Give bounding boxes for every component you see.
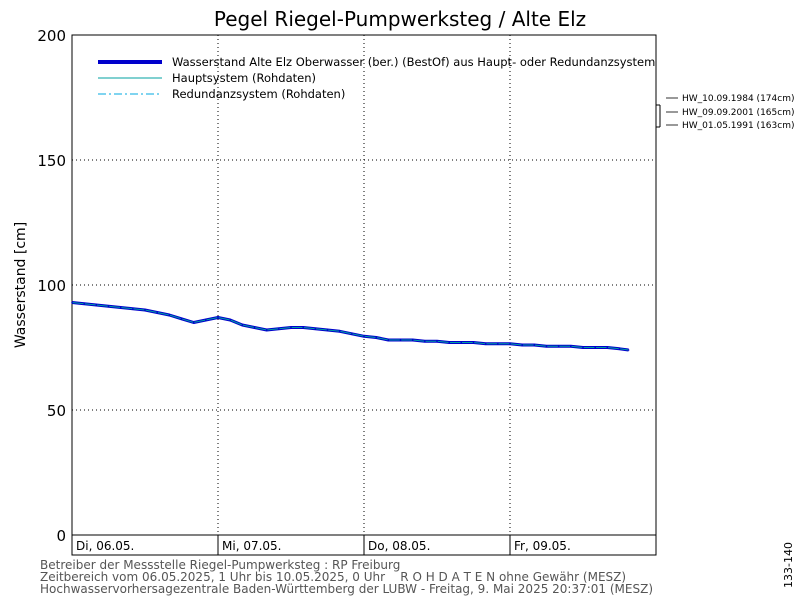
x-axis: Di, 06.05. Mi, 07.05. Do, 08.05. Fr, 09.05. — [76, 535, 571, 555]
data-point — [351, 333, 353, 335]
data-point — [278, 328, 280, 330]
data-point — [241, 324, 244, 326]
data-point — [192, 321, 195, 324]
legend: Wasserstand Alte Elz Oberwasser (ber.) (… — [98, 55, 655, 101]
data-point — [448, 341, 451, 344]
data-point — [83, 303, 85, 305]
data-point — [144, 309, 146, 311]
data-point — [484, 343, 487, 345]
data-point — [509, 343, 511, 345]
data-point — [570, 345, 572, 348]
data-point — [290, 326, 292, 329]
data-point — [436, 340, 438, 343]
data-point — [472, 341, 475, 344]
data-point — [71, 301, 73, 304]
data-point — [338, 330, 341, 333]
data-point — [363, 335, 365, 338]
legend-label-0: Wasserstand Alte Elz Oberwasser (ber.) (… — [172, 55, 655, 69]
data-point — [132, 308, 134, 310]
data-point — [545, 345, 548, 348]
hist-label-2: HW_01.05.1991 (163cm) — [682, 121, 794, 131]
series-group — [71, 301, 630, 352]
x-tick-label: Mi, 07.05. — [222, 539, 281, 553]
series-line-bestof — [71, 301, 629, 352]
data-point — [253, 326, 256, 329]
footer-source: Hochwasservorhersagezentrale Baden-Württ… — [40, 582, 653, 596]
data-point — [168, 314, 171, 316]
series-line-hauptsystem — [71, 302, 629, 351]
footer-time-range: Zeitbereich vom 06.05.2025, 1 Uhr bis 10… — [40, 570, 627, 584]
data-point — [229, 319, 231, 321]
data-point — [265, 329, 268, 331]
data-point — [497, 343, 499, 345]
data-point — [460, 341, 463, 344]
hist-label-1: HW_09.09.2001 (165cm) — [682, 108, 794, 118]
y-tick-label: 200 — [37, 27, 66, 45]
chart-title: Pegel Riegel-Pumpwerksteg / Alte Elz — [214, 7, 586, 31]
hist-label-0: HW_10.09.1984 (174cm) — [682, 94, 794, 104]
data-point — [314, 328, 317, 330]
y-tick-label: 50 — [47, 402, 66, 420]
historic-marks: HW_10.09.1984 (174cm) HW_09.09.2001 (165c… — [656, 94, 794, 131]
data-point — [205, 319, 207, 321]
data-point — [326, 329, 329, 331]
y-axis: 0 50 100 150 200 — [37, 27, 66, 545]
data-point — [107, 305, 110, 308]
data-point — [387, 339, 390, 341]
y-tick-label: 150 — [37, 152, 66, 170]
legend-label-1: Hauptsystem (Rohdaten) — [172, 71, 316, 85]
data-point — [375, 336, 378, 339]
y-axis-label: Wasserstand [cm] — [13, 222, 29, 348]
x-tick-label: Do, 08.05. — [368, 539, 430, 553]
data-point — [424, 340, 426, 343]
data-point — [399, 339, 402, 341]
side-label: 133-140 — [782, 542, 795, 588]
y-tick-label: 0 — [56, 527, 66, 545]
x-tick-label: Fr, 09.05. — [514, 539, 571, 553]
data-point — [302, 326, 305, 329]
data-point — [594, 346, 596, 349]
data-point — [521, 344, 523, 346]
data-point — [606, 346, 609, 349]
data-point — [156, 311, 158, 314]
data-point — [618, 348, 621, 350]
data-point — [180, 318, 183, 320]
data-point — [582, 346, 584, 349]
data-point — [533, 344, 536, 346]
data-point — [557, 345, 560, 348]
y-tick-label: 100 — [37, 277, 66, 295]
data-point — [411, 339, 414, 341]
legend-label-2: Redundanzsystem (Rohdaten) — [172, 87, 345, 101]
x-tick-label: Di, 06.05. — [76, 539, 134, 553]
grid — [72, 35, 656, 535]
data-point — [627, 349, 630, 351]
data-point — [217, 316, 219, 319]
footer-operator: Betreiber der Messstelle Riegel-Pumpwerk… — [40, 558, 401, 572]
data-point — [119, 306, 122, 309]
data-point — [95, 304, 98, 306]
